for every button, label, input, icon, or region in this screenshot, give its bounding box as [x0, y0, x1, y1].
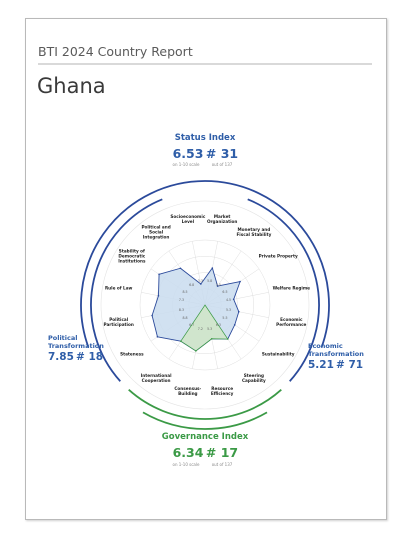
political-label: Political Transformation [48, 334, 104, 350]
criterion-label: Socioeconomic Level [170, 213, 206, 224]
criterion-point [180, 340, 182, 343]
political-arc [90, 198, 163, 382]
status-label: Status Index [174, 133, 236, 143]
governance-arc [128, 389, 282, 420]
status-arc [80, 180, 330, 348]
criterion-label: Sustainability [261, 351, 295, 357]
criterion-point [195, 350, 197, 352]
criterion-value: 7.2 [197, 326, 203, 331]
criterion-label: Consensus-Building [174, 386, 202, 397]
governance-outer-arc [142, 411, 268, 430]
criterion-value: 7.3 [178, 298, 184, 303]
economic-score: 5.21 [308, 359, 334, 371]
criterion-value: 3.3 [197, 279, 203, 284]
status-rank-note: out of 137 [211, 162, 233, 167]
report-title: BTI 2024 Country Report [38, 44, 193, 59]
criterion-label: Stateness [120, 351, 144, 357]
criterion-point [226, 338, 229, 340]
criterion-label: Private Property [258, 253, 298, 259]
criterion-point [200, 283, 202, 285]
criterion-value: 8.5 [182, 289, 188, 294]
criterion-label: Welfare Regime [272, 285, 311, 291]
criterion-label: International Cooperation [140, 373, 172, 384]
political-rank: # 18 [76, 351, 104, 363]
criterion-value: 5.3 [207, 326, 213, 331]
criterion-label: Economic Performance [276, 317, 307, 328]
governance-shape [180, 304, 229, 352]
governance-scale-note: on 1-10 scale [172, 462, 200, 467]
status-score: 6.53 [172, 146, 204, 161]
status-rank: # 31 [205, 146, 239, 161]
country-name: Ghana [37, 74, 106, 98]
economic-rank: # 71 [336, 359, 364, 371]
criterion-point [232, 298, 235, 301]
governance-label: Governance Index [161, 432, 249, 442]
criterion-point [210, 337, 213, 340]
criterion-value: 5.8 [207, 279, 213, 284]
criterion-label: Monetary and Fiscal Stability [236, 226, 272, 237]
criterion-value: 6.7 [189, 322, 195, 327]
criterion-label: Political Participation [103, 317, 134, 328]
criterion-value: 6.8 [189, 283, 195, 288]
political-score: 7.85 [48, 351, 74, 363]
criterion-point [233, 324, 236, 326]
criterion-label: Stability of Democratic Institutions [118, 248, 146, 264]
status-scale-note: on 1-10 scale [172, 162, 200, 167]
criterion-point [211, 267, 214, 269]
criterion-label: Political and Social Integration [141, 224, 171, 240]
economic-label: Economic Transformation [308, 342, 364, 358]
criterion-value: 6.3 [215, 322, 221, 327]
radar-ring [139, 239, 271, 371]
criterion-value: 5.3 [225, 307, 232, 312]
criterion-label: Rule of Law [104, 285, 133, 291]
criterion-point [239, 280, 241, 283]
criterion-value: 5.5 [222, 316, 228, 321]
criterion-label: Steering Capability [241, 373, 266, 384]
governance-score: 6.34 [172, 445, 204, 460]
criterion-value: 4.5 [225, 298, 232, 303]
criterion-label: Market Organization [206, 213, 238, 224]
governance-rank: # 17 [205, 445, 239, 460]
governance-rank-note: out of 137 [211, 462, 233, 467]
criterion-value: 3.5 [215, 283, 221, 288]
criterion-value: 8.8 [182, 316, 188, 321]
criterion-label: Resource Efficiency [210, 386, 234, 397]
criterion-value: 6.5 [222, 289, 228, 294]
criterion-point [151, 314, 153, 317]
criterion-point [158, 273, 160, 276]
criterion-point [157, 294, 160, 297]
criterion-value: 8.3 [178, 307, 184, 312]
radar-frame [100, 200, 310, 410]
page-sheet [25, 18, 387, 520]
criterion-point [156, 335, 159, 338]
economic-arc [247, 198, 320, 382]
criterion-point [179, 267, 182, 270]
criterion-point [216, 285, 219, 287]
criterion-point [237, 310, 240, 313]
